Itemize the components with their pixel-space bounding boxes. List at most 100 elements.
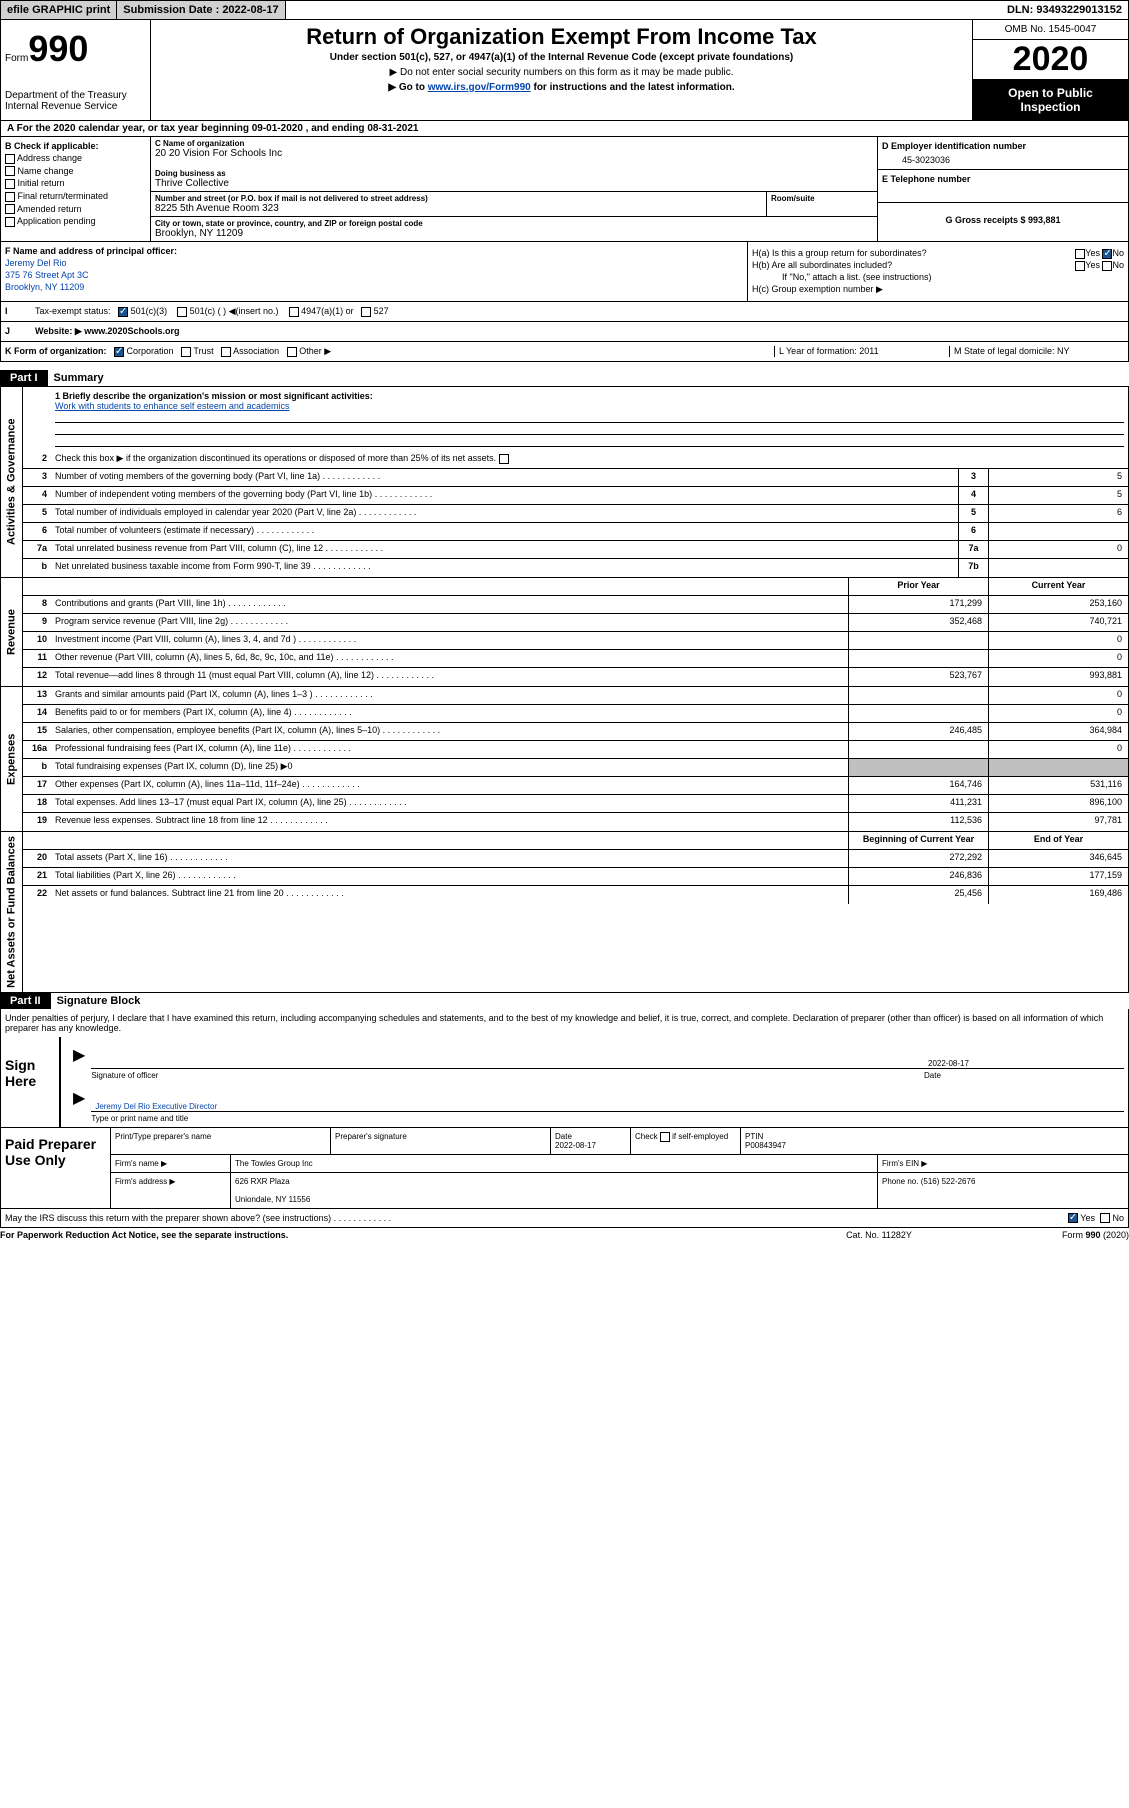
row-k-form-org: K Form of organization: Corporation Trus…	[0, 341, 1129, 362]
checkbox-hb-yes[interactable]	[1075, 261, 1085, 271]
dln-label: DLN: 93493229013152	[1001, 1, 1128, 19]
city-value: Brooklyn, NY 11209	[155, 228, 873, 239]
part1-header: Part I Summary	[0, 370, 1129, 386]
checkbox-hb-no[interactable]	[1102, 261, 1112, 271]
preparer-label: Paid Preparer Use Only	[1, 1128, 111, 1208]
table-row: bTotal fundraising expenses (Part IX, co…	[23, 759, 1128, 777]
table-row: 16aProfessional fundraising fees (Part I…	[23, 741, 1128, 759]
form-header-right: OMB No. 1545-0047 2020 Open to Public In…	[973, 20, 1128, 120]
table-row: 5Total number of individuals employed in…	[23, 505, 1128, 523]
col-f-officer: F Name and address of principal officer:…	[1, 242, 748, 301]
table-row: 6Total number of volunteers (estimate if…	[23, 523, 1128, 541]
table-row: 18Total expenses. Add lines 13–17 (must …	[23, 795, 1128, 813]
col-c-org-info: C Name of organization 20 20 Vision For …	[151, 137, 878, 241]
side-net-assets: Net Assets or Fund Balances	[1, 832, 23, 992]
part1-label: Part I	[0, 370, 48, 386]
org-name: 20 20 Vision For Schools Inc	[155, 148, 873, 159]
mission-text: Work with students to enhance self estee…	[55, 401, 289, 411]
part2-label: Part II	[0, 993, 51, 1009]
table-row: 8Contributions and grants (Part VIII, li…	[23, 596, 1128, 614]
addr-label: Number and street (or P.O. box if mail i…	[155, 194, 762, 203]
table-row: 10Investment income (Part VIII, column (…	[23, 632, 1128, 650]
checkbox-initial-return[interactable]	[5, 179, 15, 189]
beginning-year-header: Beginning of Current Year	[848, 832, 988, 849]
open-public-badge: Open to Public Inspection	[973, 80, 1128, 120]
checkbox-line2[interactable]	[499, 454, 509, 464]
irs-discuss-row: May the IRS discuss this return with the…	[0, 1209, 1129, 1229]
org-name-label: C Name of organization	[155, 139, 873, 148]
checkbox-501c[interactable]	[177, 307, 187, 317]
table-row: bNet unrelated business taxable income f…	[23, 559, 1128, 577]
paperwork-notice: For Paperwork Reduction Act Notice, see …	[0, 1230, 779, 1240]
col-d-ein: D Employer identification number 45-3023…	[878, 137, 1128, 241]
summary-governance: Activities & Governance 1 Briefly descri…	[0, 386, 1129, 578]
gross-receipts: G Gross receipts $ 993,881	[882, 215, 1124, 225]
topbar: efile GRAPHIC print Submission Date : 20…	[0, 0, 1129, 20]
efile-print-button[interactable]: efile GRAPHIC print	[1, 1, 117, 19]
officer-name: Jeremy Del Rio	[5, 258, 743, 268]
row-j-website: J Website: ▶ www.2020Schools.org	[0, 321, 1129, 341]
table-row: 13Grants and similar amounts paid (Part …	[23, 687, 1128, 705]
checkbox-501c3[interactable]	[118, 307, 128, 317]
addr-value: 8225 5th Avenue Room 323	[155, 203, 762, 214]
section-fh: F Name and address of principal officer:…	[0, 241, 1129, 301]
checkbox-527[interactable]	[361, 307, 371, 317]
prior-year-header: Prior Year	[848, 578, 988, 595]
form-header-center: Return of Organization Exempt From Incom…	[151, 20, 973, 120]
form-subtitle: Under section 501(c), 527, or 4947(a)(1)…	[155, 52, 968, 63]
checkbox-corporation[interactable]	[114, 347, 124, 357]
col-b-checkboxes: B Check if applicable: Address change Na…	[1, 137, 151, 241]
form-number: 990	[28, 28, 88, 69]
checkbox-application-pending[interactable]	[5, 217, 15, 227]
officer-label: F Name and address of principal officer:	[5, 246, 743, 256]
ssn-warning: ▶ Do not enter social security numbers o…	[155, 67, 968, 78]
instructions-link[interactable]: www.irs.gov/Form990	[428, 82, 531, 93]
submission-date-button[interactable]: Submission Date : 2022-08-17	[117, 1, 285, 19]
checkbox-self-employed[interactable]	[660, 1132, 670, 1142]
table-row: 3Number of voting members of the governi…	[23, 469, 1128, 487]
room-label: Room/suite	[771, 194, 873, 203]
ein-value: 45-3023036	[882, 155, 1124, 165]
form-label: Form	[5, 53, 28, 64]
checkbox-name-change[interactable]	[5, 166, 15, 176]
tax-year: 2020	[973, 40, 1128, 80]
col-b-header: B Check if applicable:	[5, 141, 146, 151]
side-governance: Activities & Governance	[1, 387, 23, 577]
checkbox-other[interactable]	[287, 347, 297, 357]
checkbox-ha-yes[interactable]	[1075, 249, 1085, 259]
current-year-header: Current Year	[988, 578, 1128, 595]
instructions-line: ▶ Go to www.irs.gov/Form990 for instruct…	[155, 82, 968, 93]
phone-label: E Telephone number	[882, 174, 1124, 184]
dba-value: Thrive Collective	[155, 178, 873, 189]
checkbox-discuss-no[interactable]	[1100, 1213, 1110, 1223]
form-header: Form990 Department of the Treasury Inter…	[0, 20, 1129, 120]
table-row: 21Total liabilities (Part X, line 26)246…	[23, 868, 1128, 886]
summary-expenses: Expenses 13Grants and similar amounts pa…	[0, 687, 1129, 832]
col-h-group: H(a) Is this a group return for subordin…	[748, 242, 1128, 301]
checkbox-4947[interactable]	[289, 307, 299, 317]
table-row: 9Program service revenue (Part VIII, lin…	[23, 614, 1128, 632]
summary-net: Net Assets or Fund Balances Beginning of…	[0, 832, 1129, 993]
checkbox-address-change[interactable]	[5, 154, 15, 164]
table-row: 15Salaries, other compensation, employee…	[23, 723, 1128, 741]
checkbox-ha-no[interactable]	[1102, 249, 1112, 259]
omb-number: OMB No. 1545-0047	[973, 20, 1128, 40]
checkbox-trust[interactable]	[181, 347, 191, 357]
form-title: Return of Organization Exempt From Incom…	[155, 24, 968, 50]
cat-number: Cat. No. 11282Y	[779, 1230, 979, 1240]
checkbox-association[interactable]	[221, 347, 231, 357]
row-i-tax-status: I Tax-exempt status: 501(c)(3) 501(c) ( …	[0, 301, 1129, 321]
table-row: 12Total revenue—add lines 8 through 11 (…	[23, 668, 1128, 686]
checkbox-discuss-yes[interactable]	[1068, 1213, 1078, 1223]
sign-block: Sign Here ▶ 2022-08-17 Signature of offi…	[0, 1037, 1129, 1128]
checkbox-final-return[interactable]	[5, 192, 15, 202]
table-row: 11Other revenue (Part VIII, column (A), …	[23, 650, 1128, 668]
sign-here-label: Sign Here	[1, 1037, 61, 1127]
part2-title: Signature Block	[57, 995, 141, 1007]
state-domicile: M State of legal domicile: NY	[949, 346, 1124, 357]
checkbox-amended[interactable]	[5, 204, 15, 214]
table-row: 7aTotal unrelated business revenue from …	[23, 541, 1128, 559]
table-row: 4Number of independent voting members of…	[23, 487, 1128, 505]
form-header-left: Form990 Department of the Treasury Inter…	[1, 20, 151, 120]
part1-title: Summary	[54, 372, 104, 384]
